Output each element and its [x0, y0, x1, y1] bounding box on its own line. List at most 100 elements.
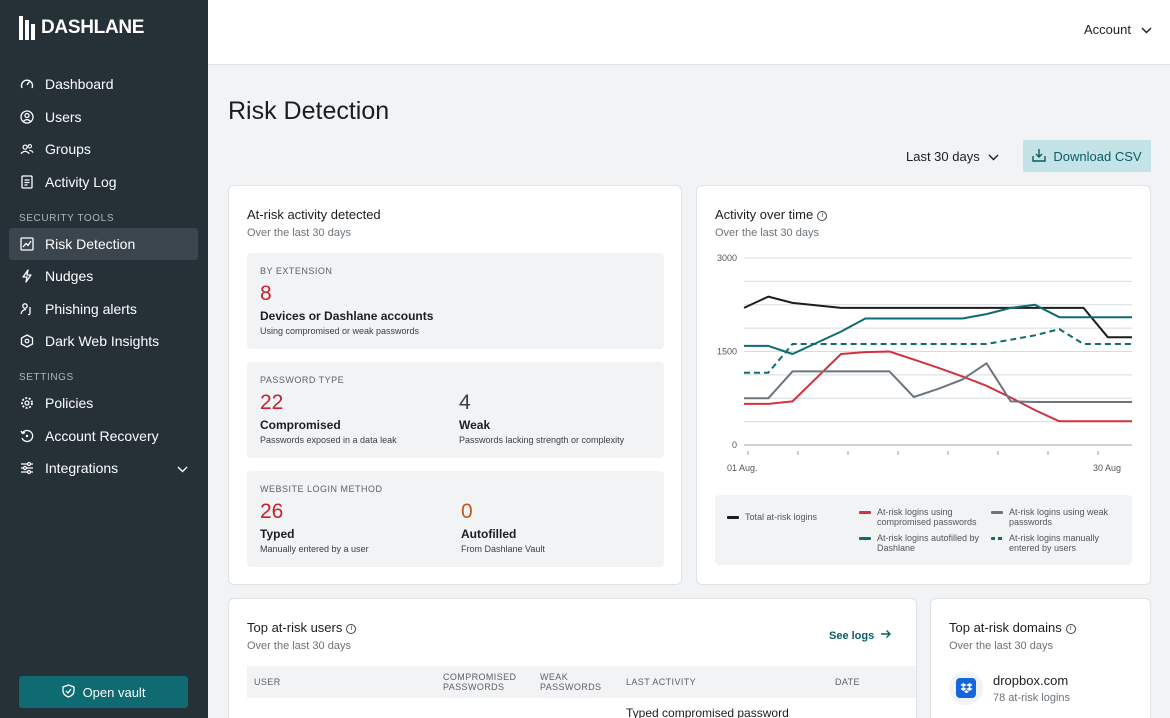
- user-circle-icon: [20, 109, 34, 124]
- compromised-count: 22: [260, 391, 284, 414]
- sidebar-item-activity-log[interactable]: Activity Log: [9, 166, 198, 198]
- legend-swatch: [991, 537, 1003, 540]
- open-vault-button[interactable]: Open vault: [19, 676, 188, 708]
- column-header-compromised[interactable]: COMPROMISED PASSWORDS: [443, 672, 517, 692]
- sliders-icon: [20, 461, 34, 475]
- sidebar-item-label: Policies: [45, 395, 94, 411]
- sidebar-item-label: Integrations: [45, 460, 119, 476]
- info-icon[interactable]: i: [1065, 623, 1076, 634]
- weak-name: Weak: [459, 418, 491, 432]
- weak-desc: Passwords lacking strength or complexity: [459, 435, 625, 445]
- sidebar-item-nudges[interactable]: Nudges: [9, 260, 198, 292]
- sidebar-item-dashboard[interactable]: Dashboard: [9, 68, 198, 100]
- sidebar-item-users[interactable]: Users: [9, 101, 198, 133]
- top-users-title: Top at-risk users: [247, 620, 343, 635]
- top-at-risk-domains-card: Top at-risk domains i Over the last 30 da…: [930, 598, 1151, 718]
- activity-line-chart: 3000 1500 0 01 Aug. 30 Aug: [717, 253, 1132, 473]
- autofilled-desc: From Dashlane Vault: [461, 544, 545, 554]
- panel-label: BY EXTENSION: [260, 266, 333, 276]
- open-vault-label: Open vault: [82, 684, 146, 700]
- typed-count: 26: [260, 500, 284, 523]
- series-line-3: [744, 303, 1132, 355]
- dashlane-logo[interactable]: DASHLANE: [19, 16, 144, 40]
- chevron-down-icon: [177, 460, 188, 476]
- gauge-icon: [20, 77, 34, 91]
- domain-name: dropbox.com: [993, 672, 1069, 688]
- sidebar-item-policies[interactable]: Policies: [9, 387, 198, 419]
- settings-heading: SETTINGS: [19, 372, 74, 383]
- card-title: At-risk activity detected: [247, 207, 381, 222]
- x-tick-label: 30 Aug: [1093, 463, 1121, 473]
- compromised-desc: Passwords exposed in a data leak: [260, 435, 397, 445]
- series-line-4: [744, 328, 1132, 374]
- sidebar-item-label: Phishing alerts: [45, 300, 137, 317]
- dashlane-logo-icon: [19, 16, 37, 40]
- chart-legend: Total at-risk logins At-risk logins usin…: [715, 495, 1132, 565]
- download-csv-label: Download CSV: [1053, 148, 1142, 164]
- download-csv-button[interactable]: Download CSV: [1023, 140, 1151, 172]
- column-header-last-activity[interactable]: LAST ACTIVITY: [626, 677, 697, 687]
- lightning-icon: [20, 269, 34, 283]
- chevron-down-icon: [1141, 22, 1152, 37]
- card-subtitle: Over the last 30 days: [715, 227, 819, 239]
- table-row[interactable]: Typed compromised password: [247, 704, 916, 718]
- legend-swatch: [991, 511, 1003, 514]
- date-range-select[interactable]: Last 30 days: [906, 147, 999, 165]
- table-header: USER COMPROMISED PASSWORDS WEAK PASSWORD…: [247, 666, 916, 698]
- card-subtitle: Over the last 30 days: [949, 640, 1053, 652]
- legend-autofilled: At-risk logins autofilled by Dashlane: [859, 533, 992, 553]
- date-range-label: Last 30 days: [906, 148, 980, 164]
- domain-list-item[interactable]: dropbox.com 78 at-risk logins: [949, 671, 1070, 705]
- dropbox-logo-icon: [949, 671, 983, 705]
- sidebar-item-label: Risk Detection: [45, 235, 136, 252]
- extension-count: 8: [260, 282, 272, 305]
- see-logs-link[interactable]: See logs: [829, 629, 892, 642]
- y-tick-label: 1500: [717, 347, 737, 357]
- autofilled-count: 0: [461, 500, 473, 523]
- sidebar-item-integrations[interactable]: Integrations: [9, 452, 198, 484]
- panel-label: PASSWORD TYPE: [260, 375, 345, 385]
- legend-swatch: [859, 511, 871, 514]
- sidebar-item-label: Users: [45, 108, 82, 125]
- series-line-2: [744, 362, 1132, 403]
- sidebar-item-account-recovery[interactable]: Account Recovery: [9, 420, 198, 452]
- account-menu[interactable]: Account: [1084, 22, 1152, 37]
- sidebar-item-label: Account Recovery: [45, 427, 159, 444]
- info-icon[interactable]: i: [817, 210, 828, 221]
- column-header-user[interactable]: USER: [254, 677, 281, 687]
- activity-title: Activity over time: [715, 207, 814, 222]
- page-title: Risk Detection: [228, 97, 390, 125]
- sidebar-item-label: Dark Web Insights: [45, 333, 160, 349]
- top-bar: Account: [208, 0, 1170, 65]
- extension-desc: Using compromised or weak passwords: [260, 326, 420, 336]
- card-subtitle: Over the last 30 days: [247, 227, 351, 239]
- groups-icon: [20, 142, 34, 156]
- y-tick-label: 3000: [717, 253, 737, 263]
- top-domains-title: Top at-risk domains: [949, 620, 1062, 635]
- column-header-date[interactable]: DATE: [835, 677, 860, 687]
- x-tick-label: 01 Aug.: [727, 463, 758, 473]
- sidebar-item-phishing-alerts[interactable]: Phishing alerts: [9, 293, 198, 325]
- sidebar-item-groups[interactable]: Groups: [9, 133, 198, 165]
- domain-count: 78 at-risk logins: [993, 691, 1071, 704]
- activity-over-time-card: Activity over time i Over the last 30 day…: [696, 185, 1151, 585]
- legend-manual: At-risk logins manually entered by users: [991, 533, 1114, 553]
- series-line-1: [744, 350, 1132, 423]
- info-icon[interactable]: i: [346, 623, 357, 634]
- sidebar-item-risk-detection[interactable]: Risk Detection: [9, 227, 198, 260]
- card-title: Top at-risk users i: [247, 620, 357, 635]
- card-title: Top at-risk domains i: [949, 620, 1076, 635]
- legend-label: Total at-risk logins: [745, 512, 818, 522]
- legend-label: At-risk logins autofilled by Dashlane: [877, 533, 980, 553]
- shield-icon: [61, 683, 75, 701]
- column-header-weak[interactable]: WEAK PASSWORDS: [540, 672, 602, 692]
- arrow-right-icon: [880, 629, 892, 642]
- sidebar: DASHLANE Dashboard Users Groups Activity…: [0, 0, 208, 718]
- legend-label: At-risk logins using compromised passwor…: [877, 507, 977, 527]
- sidebar-item-label: Dashboard: [45, 76, 114, 92]
- sidebar-item-dark-web-insights[interactable]: Dark Web Insights: [9, 325, 198, 357]
- by-extension-panel: BY EXTENSION 8 Devices or Dashlane accou…: [247, 253, 664, 349]
- chevron-down-icon: [988, 149, 999, 164]
- account-label: Account: [1084, 22, 1131, 37]
- weak-count: 4: [459, 391, 471, 414]
